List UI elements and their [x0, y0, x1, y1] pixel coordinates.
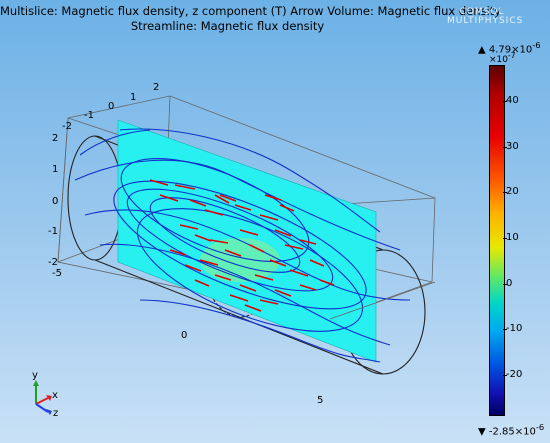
colorbar-tick-label: 10 — [506, 232, 519, 244]
triad-x-label: x — [52, 390, 58, 401]
colorbar-tick-label: 0 — [506, 277, 513, 289]
colorbar-tick-label: 20 — [506, 186, 519, 198]
comsol-logo: COMSOL MULTIPHYSICS — [447, 7, 524, 26]
colorbar-scale-value: ×10 — [489, 55, 508, 65]
z-tick-label: -2 — [48, 257, 58, 268]
triad-y-label: y — [32, 370, 38, 381]
bounding-box-front — [57, 117, 436, 320]
plot-title-line-2: Streamline: Magnetic flux density — [130, 19, 325, 33]
triad-arrows — [33, 380, 52, 415]
y-tick-label: 0 — [108, 101, 115, 112]
colorbar-tick-label: -10 — [506, 323, 523, 335]
colorbar-tick-mark — [503, 101, 507, 103]
colorbar-tick-mark — [503, 375, 507, 377]
x-tick-label: -5 — [52, 268, 62, 279]
streamlines — [74, 128, 411, 363]
colorbar-max-label: ▲ 4.79×10-6 — [478, 40, 541, 56]
plot-title-line-1: Multislice: Magnetic flux density, z com… — [0, 4, 502, 18]
x-tick-label: 5 — [317, 395, 324, 406]
y-tick-label: 1 — [130, 92, 137, 103]
colorbar-scale-label: ×10-7 — [489, 51, 515, 65]
field-hotspot — [200, 238, 280, 282]
colorbar-tick-label: -20 — [506, 369, 523, 381]
axis-orientation-triad: y x z — [22, 370, 72, 422]
colorbar-tick-mark — [503, 146, 507, 148]
y-tick-label: 2 — [153, 82, 160, 93]
colorbar-min-value: -2.85×10 — [488, 426, 536, 438]
colorbar-min-label: ▼ -2.85×10-6 — [478, 422, 545, 438]
arrow-volume — [149, 179, 335, 312]
z-tick-label: -1 — [48, 226, 58, 237]
colorbar-min-exponent: -6 — [535, 422, 545, 432]
colorbar-tick-label: 40 — [506, 95, 519, 107]
logo-line-2: MULTIPHYSICS — [447, 16, 524, 26]
z-tick-label: 0 — [52, 196, 59, 207]
z-tick-label: 2 — [52, 133, 59, 144]
colorbar-tick-label: 30 — [506, 140, 519, 152]
colorbar-max-value: 4.79×10 — [488, 44, 533, 56]
logo-line-1: COMSOL — [459, 7, 505, 17]
triad-z-label: z — [53, 408, 59, 419]
colorbar-tick-mark — [503, 329, 507, 331]
z-tick-label: 1 — [52, 164, 59, 175]
x-tick-label: 0 — [181, 330, 188, 341]
colorbar-tick-mark — [503, 238, 507, 240]
colorbar-scale-exponent: -7 — [508, 51, 516, 60]
y-tick-label: -1 — [84, 110, 94, 121]
y-tick-label: -2 — [62, 121, 72, 132]
colorbar-tick-mark — [503, 283, 507, 285]
colorbar — [489, 65, 505, 416]
colorbar-tick-mark — [503, 192, 507, 194]
colorbar-max-exponent: -6 — [532, 40, 541, 50]
